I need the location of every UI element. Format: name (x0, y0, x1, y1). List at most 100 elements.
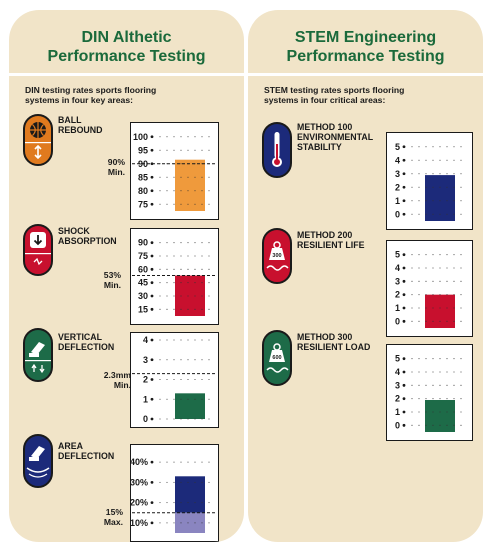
tick-label: 0 (395, 316, 400, 326)
grid-dot (418, 424, 420, 426)
grid-dot (446, 173, 448, 175)
grid-dot (411, 173, 413, 175)
grid-dot (418, 213, 420, 215)
bar (175, 275, 205, 316)
grid-dot (187, 378, 189, 381)
grid-dot (425, 320, 427, 322)
tick-bullet (402, 172, 406, 176)
grid-dot (411, 411, 413, 413)
bar (425, 400, 455, 432)
grid-dot (208, 418, 210, 420)
grid-dot (460, 186, 462, 188)
grid-dot (187, 461, 189, 463)
tick-bullet (150, 358, 154, 362)
grid-dot (208, 136, 210, 138)
grid-dot (173, 418, 175, 420)
grid-dot (411, 424, 413, 426)
area-deflection-icon (23, 434, 53, 488)
grid-dot (418, 307, 420, 309)
grid-dot (453, 294, 455, 296)
grid-dot (173, 190, 175, 192)
grid-dot (432, 254, 434, 256)
grid-dot (201, 378, 203, 381)
vertical-deflection-icon (23, 328, 53, 382)
grid-dot (418, 371, 420, 373)
grid-dot (432, 358, 434, 360)
grid-dot (166, 418, 168, 420)
grid-dot (439, 200, 441, 202)
grid-dot (166, 461, 168, 463)
tick-bullet (150, 417, 154, 421)
grid-dot (166, 378, 168, 381)
grid-dot (411, 200, 413, 202)
grid-dot (187, 149, 189, 151)
grid-dot (425, 173, 427, 175)
grid-dot (194, 339, 196, 341)
grid-dot (411, 267, 413, 269)
grid-dot (173, 359, 175, 361)
grid-dot (208, 522, 210, 524)
grid-dot (159, 378, 161, 381)
grid-dot (180, 268, 182, 270)
bar (175, 393, 205, 419)
grid-dot (439, 371, 441, 373)
method-100-label-3: STABILITY (297, 142, 342, 152)
tick-label: 60 (138, 264, 148, 274)
tick-bullet (150, 175, 154, 179)
tick-label: 1 (395, 196, 400, 206)
grid-dot (194, 522, 196, 524)
din-intro: DIN testing rates sports flooring system… (25, 85, 157, 105)
grid-dot (425, 358, 427, 360)
grid-dot (173, 461, 175, 463)
tick-label: 0 (395, 209, 400, 219)
grid-dot (453, 411, 455, 413)
grid-dot (418, 398, 420, 400)
grid-dot (439, 398, 441, 400)
grid-dot (425, 424, 427, 426)
tick-label: 30% (131, 477, 148, 487)
vertical-deflection-criterion-unit: Min. (113, 380, 131, 390)
method-200-label-2: RESILIENT LIFE (297, 240, 365, 250)
grid-dot (194, 268, 196, 270)
tick-label: 3 (395, 276, 400, 286)
grid-dot (208, 378, 210, 381)
grid-dot (187, 522, 189, 524)
vertical-deflection-chart: 4 3 2 1 0 (130, 332, 219, 428)
grid-dot (460, 307, 462, 309)
grid-dot (194, 242, 196, 244)
tick-bullet (150, 521, 154, 525)
grid-dot (194, 418, 196, 420)
tick-bullet (402, 423, 406, 427)
grid-dot (418, 159, 420, 161)
grid-dot (418, 358, 420, 360)
grid-dot (173, 149, 175, 151)
grid-dot (453, 398, 455, 400)
method-100-label-2: ENVIRONMENTAL (297, 132, 374, 142)
grid-dot (194, 461, 196, 463)
grid-dot (418, 384, 420, 386)
grid-dot (166, 481, 168, 483)
tick-label: 3 (395, 380, 400, 390)
tick-bullet (150, 460, 154, 464)
grid-dot (446, 307, 448, 309)
grid-dot (432, 371, 434, 373)
vertical-deflection-label: VERTICAL (58, 332, 102, 342)
grid-dot (460, 424, 462, 426)
grid-dot (159, 149, 161, 151)
grid-dot (159, 481, 161, 483)
grid-dot (194, 359, 196, 361)
ball-rebound-chart: 100 95 90 85 80 75 (130, 122, 219, 220)
grid-dot (201, 359, 203, 361)
grid-dot (201, 398, 203, 400)
tick-bullet (402, 370, 406, 374)
tick-label: 95 (138, 145, 148, 155)
grid-dot (439, 294, 441, 296)
grid-dot (418, 146, 420, 148)
grid-dot (173, 308, 175, 310)
tick-bullet (150, 202, 154, 206)
method-200-chart: 5 4 3 2 1 0 (386, 240, 473, 337)
ball-rebound-label-2: REBOUND (58, 125, 103, 135)
grid-dot (446, 280, 448, 282)
grid-dot (439, 186, 441, 188)
grid-dot (446, 146, 448, 148)
